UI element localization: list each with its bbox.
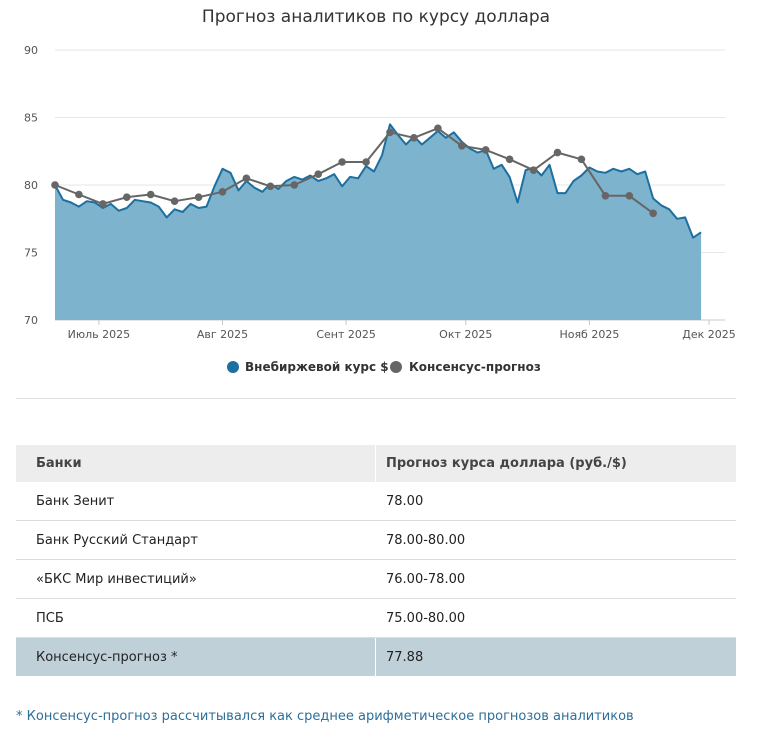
consensus-point[interactable] (266, 182, 275, 191)
table-row: «БКС Мир инвестиций» 76.00-78.00 (16, 559, 736, 599)
x-tick-label: Нояб 2025 (559, 328, 619, 341)
consensus-point[interactable] (362, 158, 370, 166)
consensus-point[interactable] (386, 128, 394, 137)
table-row: Банк Зенит 78.00 (16, 482, 736, 521)
consensus-point[interactable] (649, 209, 657, 218)
legend-item-otc-rate[interactable]: Внебиржевой курс $ (245, 360, 389, 374)
footnote: * Консенсус-прогноз рассчитывался как ср… (16, 709, 634, 724)
y-axis: 70 75 80 85 90 (24, 44, 38, 327)
legend-marker-consensus (390, 361, 402, 373)
forecast-cell: 78.00 (375, 482, 736, 521)
x-tick-label: Дек 2025 (682, 328, 736, 341)
consensus-point[interactable] (338, 158, 346, 166)
consensus-point[interactable] (218, 188, 227, 196)
chart-title: Прогноз аналитиков по курсу доллара (202, 7, 550, 27)
y-tick-label: 80 (24, 179, 38, 192)
legend-marker-ote (227, 361, 239, 373)
consensus-point[interactable] (242, 174, 251, 183)
consensus-point[interactable] (410, 134, 418, 142)
consensus-point[interactable] (314, 170, 323, 178)
table-header-row: Банки Прогноз курса доллара (руб./$) (16, 445, 736, 482)
consensus-label-cell: Консенсус-прогноз * (16, 637, 376, 676)
x-tick-label: Июль 2025 (68, 328, 131, 341)
consensus-value-cell: 77.88 (375, 637, 736, 676)
consensus-row: Консенсус-прогноз * 77.88 (16, 637, 736, 676)
consensus-point[interactable] (75, 190, 83, 199)
consensus-point[interactable] (625, 192, 634, 200)
x-tick-label: Сент 2025 (316, 328, 376, 341)
y-tick-label: 75 (24, 247, 38, 260)
consensus-point[interactable] (505, 155, 514, 164)
consensus-point[interactable] (458, 142, 466, 150)
consensus-point[interactable] (529, 166, 538, 174)
bank-name-cell: ПСБ (16, 598, 376, 638)
x-tick-label: Авг 2025 (197, 328, 248, 341)
forecast-chart: Прогноз аналитиков по курсу доллара 70 75… (24, 7, 736, 374)
forecast-cell: 75.00-80.00 (375, 598, 736, 638)
column-header-banks: Банки (16, 445, 376, 482)
consensus-point[interactable] (170, 197, 179, 205)
consensus-point[interactable] (123, 193, 131, 201)
consensus-point[interactable] (290, 181, 299, 189)
consensus-point[interactable] (481, 146, 490, 154)
consensus-point[interactable] (601, 192, 610, 200)
legend-item-consensus[interactable]: Консенсус-прогноз (409, 360, 541, 374)
otc-rate-area (55, 124, 702, 320)
forecast-cell: 76.00-78.00 (375, 559, 736, 599)
forecast-cell: 78.00-80.00 (375, 520, 736, 560)
consensus-point[interactable] (99, 200, 107, 208)
consensus-point[interactable] (553, 148, 562, 157)
consensus-point[interactable] (51, 181, 59, 189)
column-header-forecast: Прогноз курса доллара (руб./$) (375, 445, 736, 482)
y-tick-label: 90 (24, 44, 38, 57)
x-tick-label: Окт 2025 (439, 328, 492, 341)
table-row: Банк Русский Стандарт 78.00-80.00 (16, 520, 736, 560)
chart-legend: Внебиржевой курс $ Консенсус-прогноз (227, 360, 541, 374)
consensus-point[interactable] (577, 155, 586, 164)
divider (16, 398, 736, 399)
otc-rate-line (54, 123, 702, 239)
y-tick-label: 85 (24, 112, 38, 125)
consensus-point[interactable] (146, 190, 155, 199)
y-tick-label: 70 (24, 314, 38, 327)
bank-name-cell: «БКС Мир инвестиций» (16, 559, 376, 599)
bank-name-cell: Банк Русский Стандарт (16, 520, 376, 560)
chart-plot-area (51, 123, 702, 320)
consensus-point[interactable] (434, 124, 442, 133)
consensus-point[interactable] (194, 193, 203, 201)
bank-name-cell: Банк Зенит (16, 482, 376, 521)
consensus-line (54, 127, 654, 215)
table-row: ПСБ 75.00-80.00 (16, 598, 736, 638)
x-axis: Июль 2025 Авг 2025 Сент 2025 Окт 2025 Нояб 2… (68, 320, 736, 341)
bank-forecast-table: Банки Прогноз курса доллара (руб./$) Бан… (16, 445, 736, 676)
